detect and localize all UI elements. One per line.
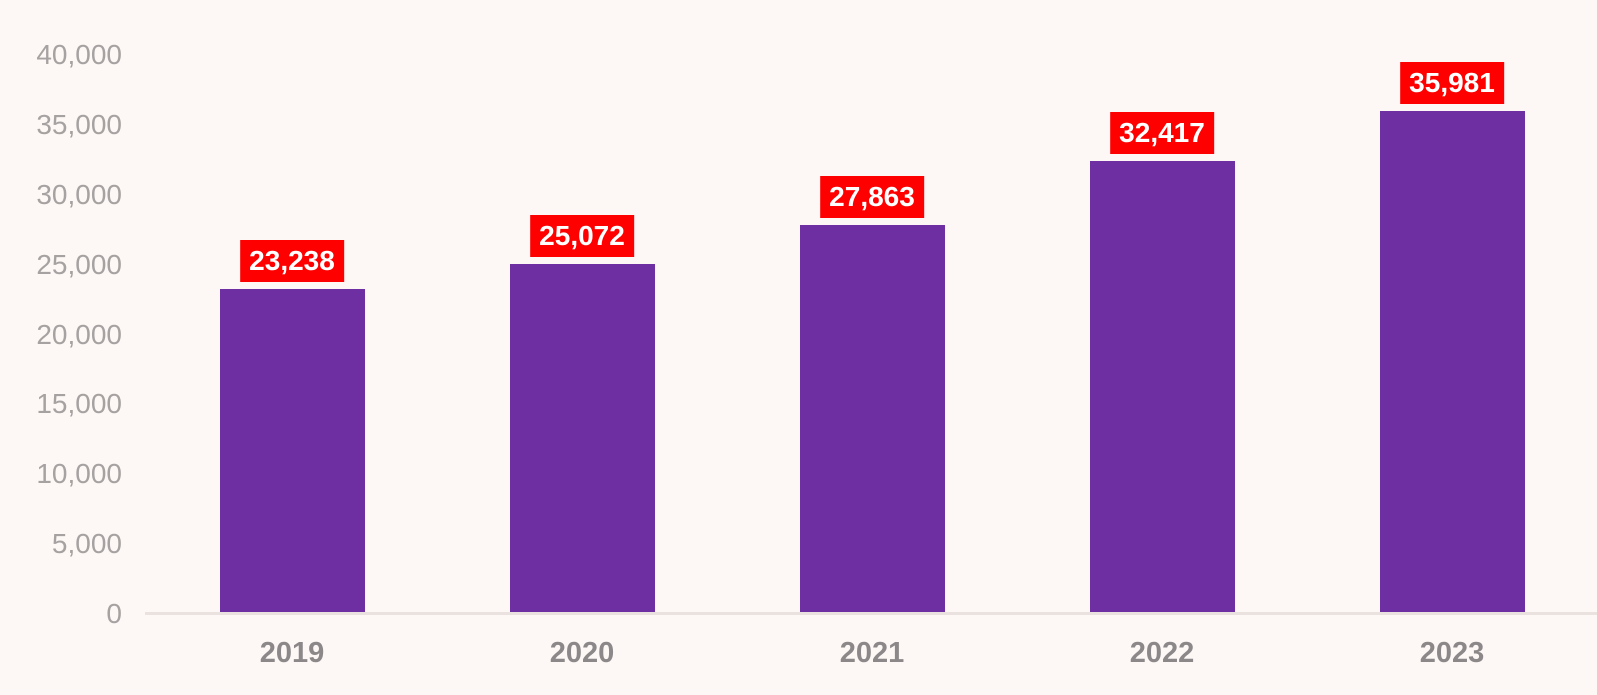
y-axis-tick-label: 30,000 — [36, 178, 122, 210]
x-axis-label-2023: 2023 — [1419, 637, 1485, 669]
data-label-2019: 23,238 — [240, 240, 344, 282]
x-axis-label-2021: 2021 — [839, 637, 905, 669]
x-axis-line — [145, 612, 1597, 615]
bar-2022 — [1090, 161, 1235, 613]
bar-2020 — [510, 264, 655, 613]
data-label-2020: 25,072 — [530, 215, 634, 257]
y-axis-tick-label: 20,000 — [36, 318, 122, 350]
data-label-2022: 32,417 — [1110, 112, 1214, 154]
x-axis-label-2019: 2019 — [259, 637, 325, 669]
y-axis-tick-label: 15,000 — [36, 388, 122, 420]
data-label-2021: 27,863 — [820, 176, 924, 218]
y-axis-tick-label: 5,000 — [51, 528, 122, 560]
y-axis-tick-label: 40,000 — [36, 39, 122, 70]
bar-2023 — [1380, 111, 1525, 613]
y-axis-tick-label: 0 — [106, 598, 122, 629]
data-label-2023: 35,981 — [1400, 62, 1504, 104]
y-axis-tick-label: 10,000 — [36, 458, 122, 490]
y-axis-tick-label: 35,000 — [36, 108, 122, 140]
bar-2021 — [800, 225, 945, 613]
x-axis-label-2022: 2022 — [1129, 637, 1195, 669]
bar-2019 — [220, 289, 365, 613]
y-axis-tick-label: 25,000 — [36, 248, 122, 280]
x-axis-label-2020: 2020 — [549, 637, 615, 669]
